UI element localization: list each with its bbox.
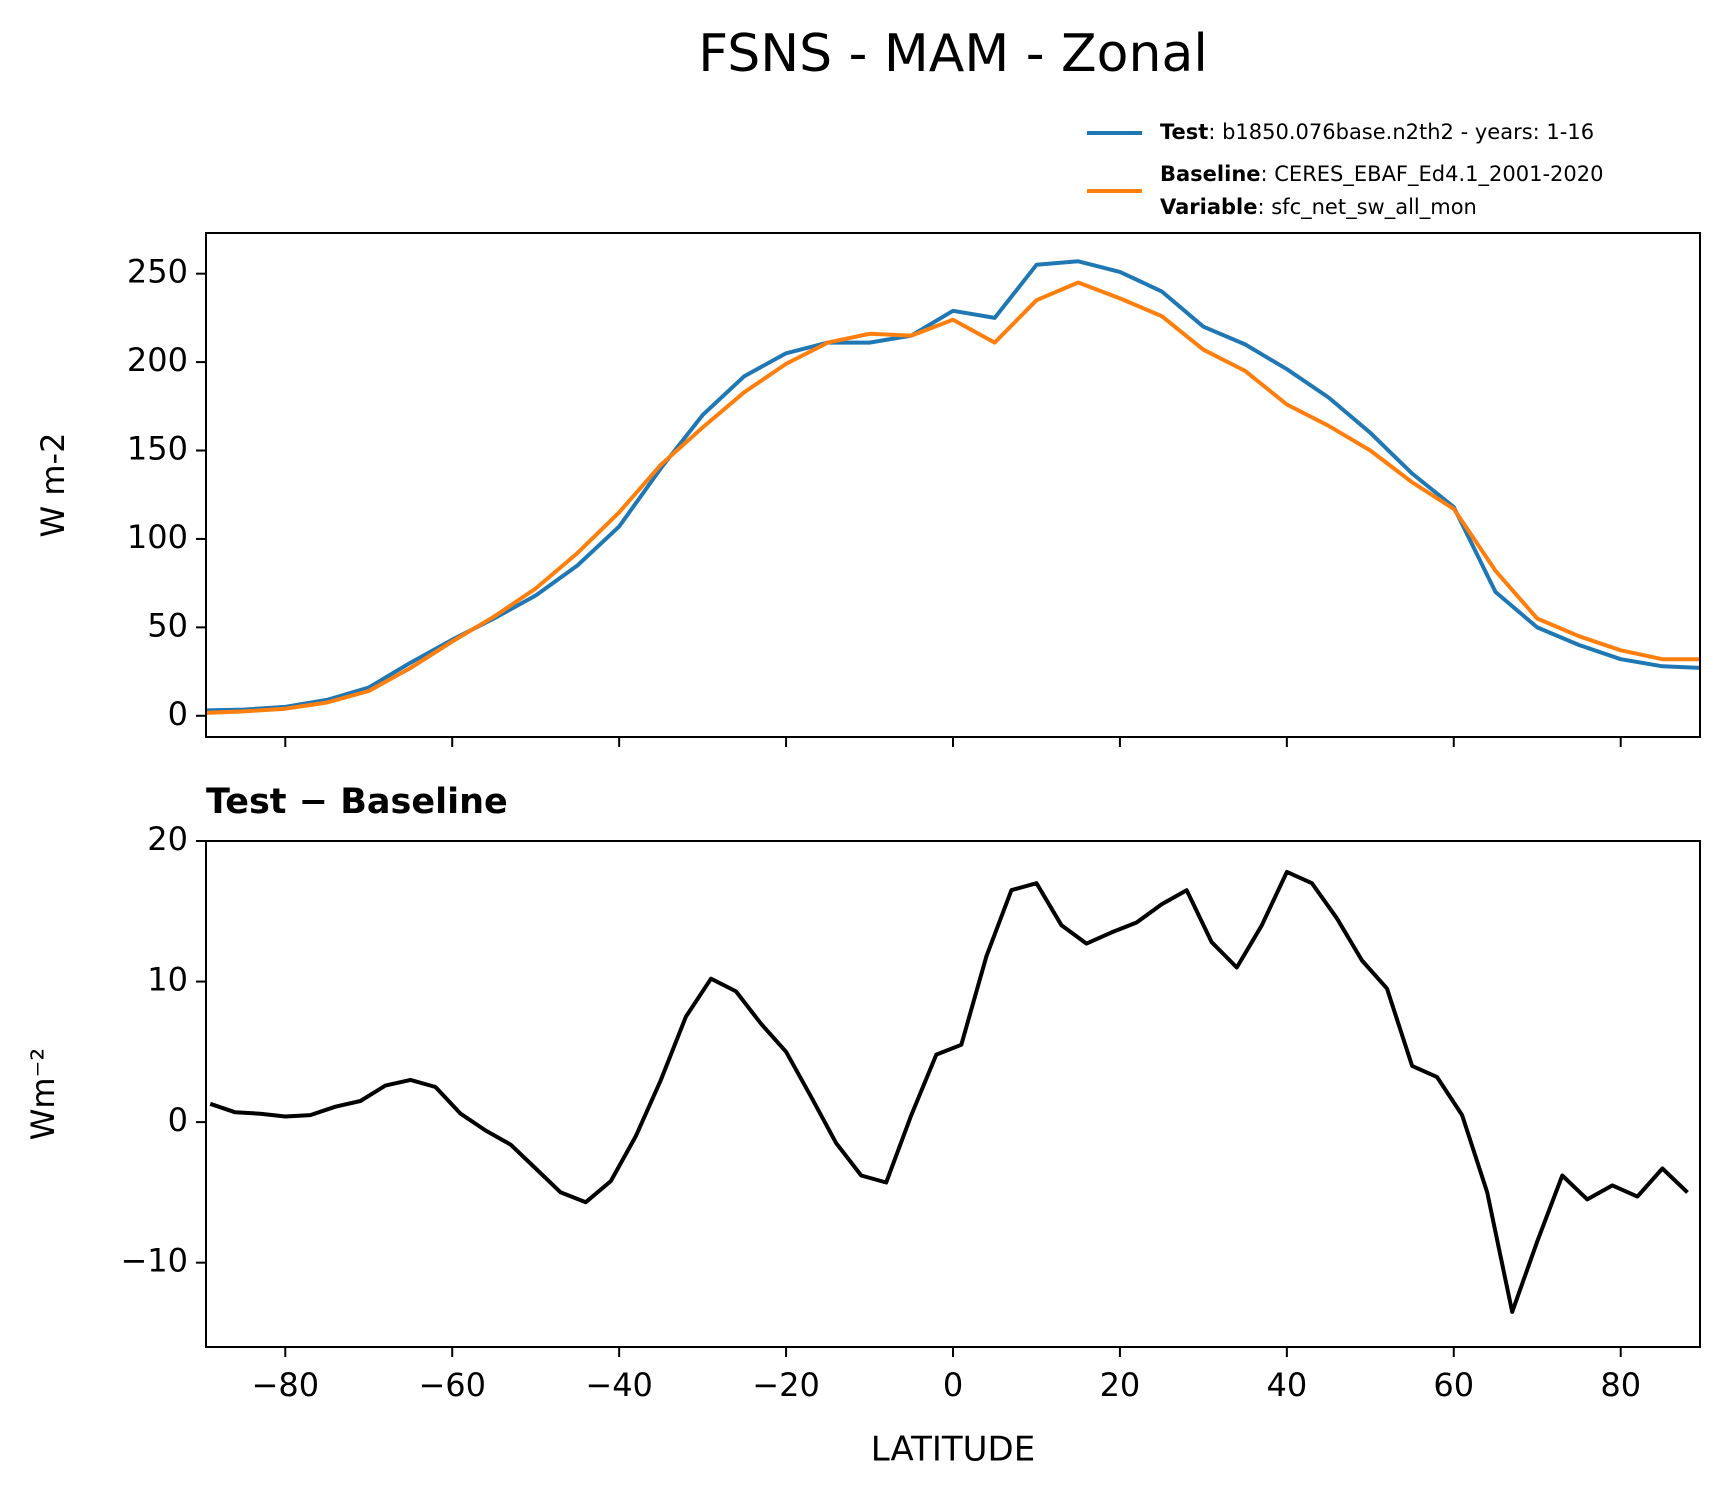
x-tick-label: −80 xyxy=(252,1366,320,1404)
y-tick-label: 50 xyxy=(147,606,188,644)
x-axis-label: LATITUDE xyxy=(871,1430,1035,1470)
figure-title: FSNS - MAM - Zonal xyxy=(698,24,1208,84)
legend-variable-label: Variable xyxy=(1160,195,1257,219)
data-line xyxy=(209,869,1689,1314)
legend-entry: Test: b1850.076base.n2th2 - years: 1-16 xyxy=(1160,120,1594,144)
panel-title: Test − Baseline xyxy=(206,782,508,822)
y-tick-label: 100 xyxy=(127,518,188,556)
legend-entry: Variable: sfc_net_sw_all_mon xyxy=(1160,195,1477,220)
x-tick-label: −20 xyxy=(752,1366,820,1404)
y-tick-label: 250 xyxy=(127,253,188,291)
x-tick-label: −40 xyxy=(585,1366,653,1404)
y-tick-label: −10 xyxy=(120,1242,188,1280)
plot-area xyxy=(209,869,1689,1314)
legend-description: : CERES_EBAF_Ed4.1_2001-2020 xyxy=(1261,162,1604,187)
y-tick-label: 200 xyxy=(127,341,188,379)
legend-description: : b1850.076base.n2th2 - years: 1-16 xyxy=(1208,120,1594,144)
legend-entry: Baseline: CERES_EBAF_Ed4.1_2001-2020 xyxy=(1160,162,1603,187)
y-tick-label: 150 xyxy=(127,430,188,468)
y-tick-label: 0 xyxy=(168,1101,188,1139)
y-axis-label: W m-2 xyxy=(34,433,72,538)
axes-frame xyxy=(205,840,1701,1348)
x-tick-label: 80 xyxy=(1600,1366,1641,1404)
plot-area xyxy=(206,259,1700,715)
x-tick-label: 40 xyxy=(1266,1366,1307,1404)
legend-name: Test xyxy=(1160,120,1208,144)
data-line xyxy=(206,280,1700,715)
y-axis-label: Wm⁻² xyxy=(24,1048,62,1141)
axes-frame xyxy=(205,232,1701,738)
x-tick-label: 60 xyxy=(1433,1366,1474,1404)
legend-name: Baseline xyxy=(1160,162,1261,186)
x-tick-label: 20 xyxy=(1100,1366,1141,1404)
y-tick-label: 10 xyxy=(147,961,188,999)
y-tick-label: 20 xyxy=(147,820,188,858)
y-tick-label: 0 xyxy=(168,695,188,733)
x-tick-label: 0 xyxy=(943,1366,963,1404)
legend-variable: : sfc_net_sw_all_mon xyxy=(1257,195,1476,220)
x-tick-label: −60 xyxy=(418,1366,486,1404)
